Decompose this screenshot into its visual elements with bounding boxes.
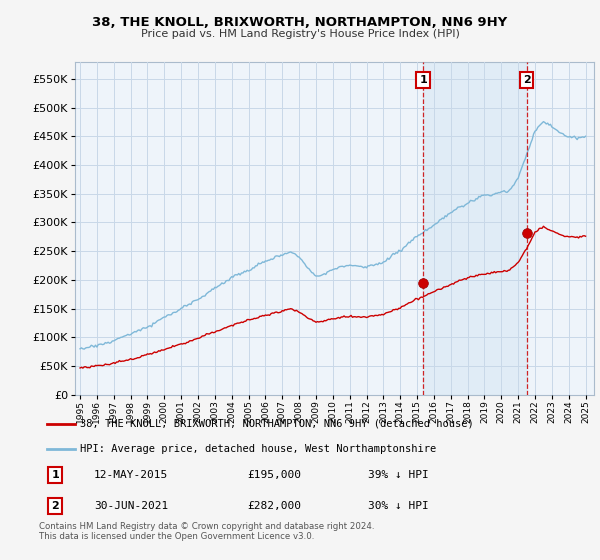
Text: £282,000: £282,000 [248, 501, 302, 511]
Text: 30% ↓ HPI: 30% ↓ HPI [368, 501, 429, 511]
Text: Price paid vs. HM Land Registry's House Price Index (HPI): Price paid vs. HM Land Registry's House … [140, 29, 460, 39]
Bar [423, 62, 527, 395]
Text: £195,000: £195,000 [248, 470, 302, 480]
Text: Contains HM Land Registry data © Crown copyright and database right 2024.
This d: Contains HM Land Registry data © Crown c… [39, 522, 374, 542]
Text: HPI: Average price, detached house, West Northamptonshire: HPI: Average price, detached house, West… [80, 444, 436, 454]
Text: 39% ↓ HPI: 39% ↓ HPI [368, 470, 429, 480]
Text: 12-MAY-2015: 12-MAY-2015 [94, 470, 168, 480]
Text: 1: 1 [419, 75, 427, 85]
Text: 1: 1 [52, 470, 59, 480]
Text: 2: 2 [523, 75, 530, 85]
Text: 2: 2 [52, 501, 59, 511]
Text: 38, THE KNOLL, BRIXWORTH, NORTHAMPTON, NN6 9HY (detached house): 38, THE KNOLL, BRIXWORTH, NORTHAMPTON, N… [80, 419, 474, 429]
Text: 38, THE KNOLL, BRIXWORTH, NORTHAMPTON, NN6 9HY: 38, THE KNOLL, BRIXWORTH, NORTHAMPTON, N… [92, 16, 508, 29]
Text: 30-JUN-2021: 30-JUN-2021 [94, 501, 168, 511]
